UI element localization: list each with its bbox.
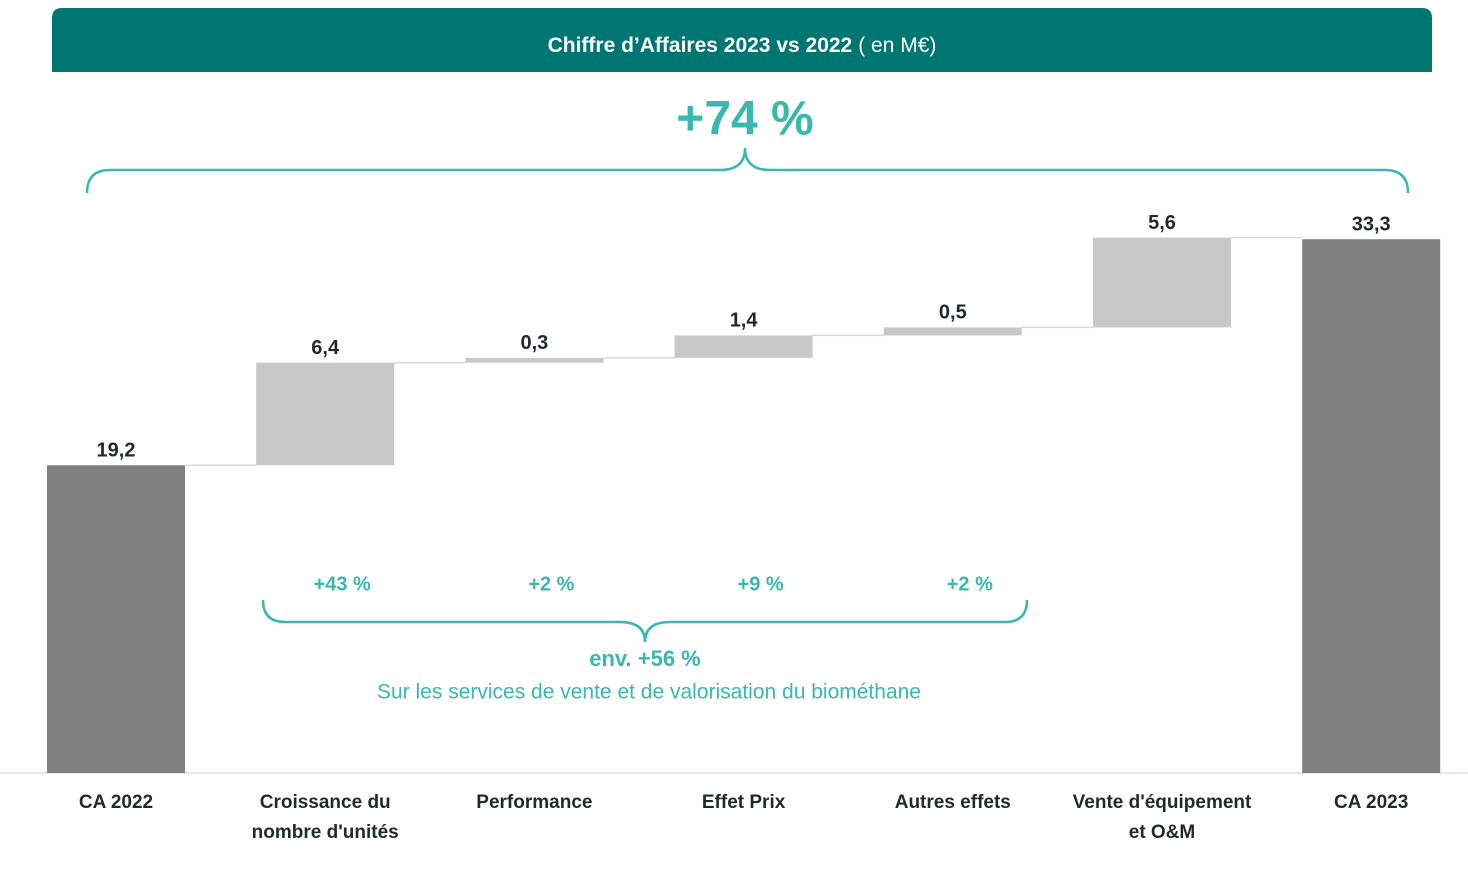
x-tick-label: CA 2023 [1334,792,1409,813]
subtotal-brace [261,599,1029,643]
segment-change: +2 % [947,573,993,595]
title-unit: ( en M€) [858,34,936,57]
x-tick-label: Croissance du nombre d'unités [251,792,399,843]
total-brace [85,147,1410,194]
total-change: +74 % [676,93,813,146]
subtotal-note: Sur les services de vente et de valorisa… [377,681,921,704]
value-label: 5,6 [1148,212,1176,234]
x-tick-label: Vente d'équipement et O&M [1072,792,1252,843]
value-label: 0,3 [520,332,548,354]
segment-change: +9 % [738,573,784,595]
bar [674,335,813,358]
bar [1093,237,1231,328]
value-label: 0,5 [939,302,967,324]
x-tick-label: Autres effets [894,792,1011,813]
x-tick-label: CA 2022 [78,792,154,813]
chart-title: Chiffre d’Affaires 2023 vs 2022( en M€) [548,34,937,57]
value-label: 6,4 [311,337,340,359]
bar [256,362,395,466]
subtotal-change: env. +56 % [589,646,701,671]
segment-change: +43 % [314,573,371,595]
x-tick-label: Performance [476,792,593,813]
value-label: 19,2 [97,440,136,462]
bar [465,357,604,363]
title-main: Chiffre d’Affaires 2023 vs 2022 [548,34,853,57]
segment-change: +2 % [528,573,574,595]
bar [47,465,185,773]
bar [1302,239,1441,774]
value-label: 33,3 [1352,214,1391,236]
header-bar [52,8,1432,72]
x-tick-label: Effet Prix [701,792,786,813]
bar [883,327,1022,336]
value-label: 1,4 [730,310,759,332]
